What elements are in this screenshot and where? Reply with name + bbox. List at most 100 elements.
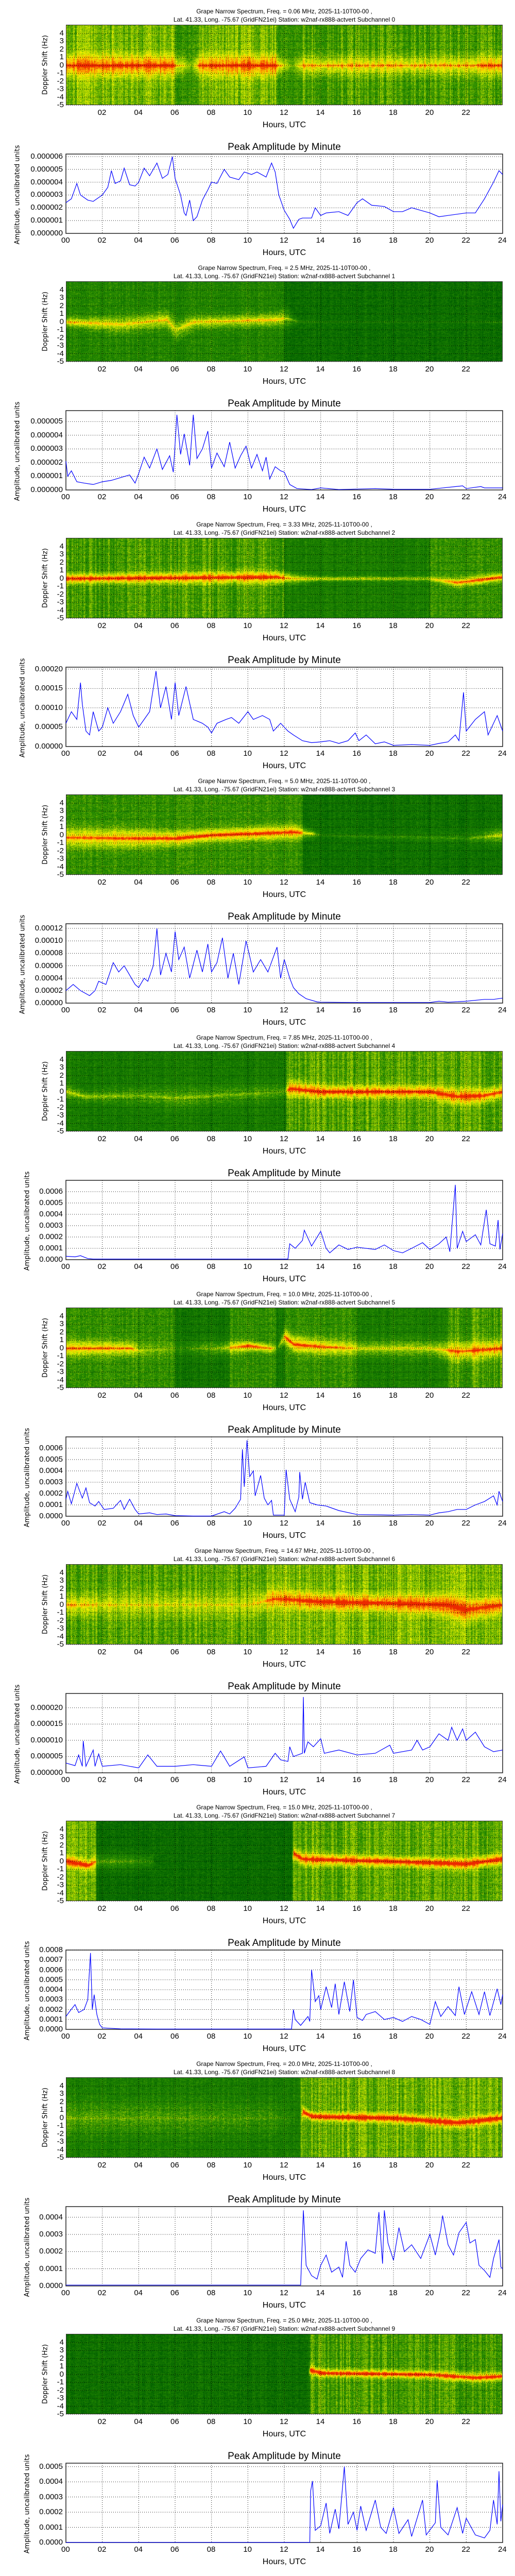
x-tick-label: 10	[243, 878, 252, 887]
y-tick-label: 4	[59, 1055, 64, 1064]
spectrogram-title-line2: Lat. 41.33, Long. -75.67 (GridFN21ei) St…	[173, 273, 396, 280]
spectrogram-title-line1: Grape Narrow Spectrum, Freq. = 20.0 MHz,…	[196, 2060, 372, 2067]
x-tick-label: 06	[170, 365, 179, 374]
x-tick-label: 16	[352, 493, 362, 501]
y-tick-label: -3	[57, 1880, 64, 1890]
spectrogram-title-line1: Grape Narrow Spectrum, Freq. = 5.0 MHz, …	[198, 777, 371, 785]
x-tick-label: 06	[170, 108, 179, 117]
line-chart-title: Peak Amplitude by Minute	[228, 142, 341, 152]
plot-pair-4: Grape Narrow Spectrum, Freq. = 7.85 MHz,…	[0, 1026, 515, 1283]
x-tick-label: 06	[170, 621, 179, 630]
x-tick-label: 04	[134, 108, 143, 117]
y-tick-label: 0.000000	[30, 485, 63, 494]
x-tick-label: 08	[207, 1134, 216, 1143]
x-axis-label: Hours, UTC	[262, 505, 306, 514]
x-tick-label: 04	[134, 2545, 143, 2554]
y-tick-label: 4	[59, 1824, 64, 1834]
y-tick-label: 4	[59, 1568, 64, 1577]
x-tick-label: 02	[97, 1006, 107, 1014]
y-tick-label: 4	[59, 541, 64, 551]
y-tick-label: -5	[57, 100, 64, 109]
y-tick-label: -4	[57, 2145, 64, 2154]
plot-pair-7: Grape Narrow Spectrum, Freq. = 15.0 MHz,…	[0, 1796, 515, 2053]
y-tick-label: 0.0006	[39, 1965, 63, 1974]
y-tick-label: 0.00020	[35, 664, 63, 673]
y-tick-label: -5	[57, 1383, 64, 1392]
x-tick-label: 04	[134, 236, 143, 245]
x-tick-label: 10	[243, 2032, 252, 2041]
line-chart-title: Peak Amplitude by Minute	[228, 2451, 341, 2462]
y-tick-label: 0	[59, 1600, 64, 1609]
x-tick-label: 22	[461, 1519, 471, 1528]
y-tick-label: 0.000005	[30, 417, 63, 426]
y-tick-label: 0.0003	[39, 2492, 63, 2501]
amplitude-series-line	[65, 156, 503, 229]
x-tick-label: 00	[61, 1775, 70, 1784]
x-tick-label: 18	[389, 236, 398, 245]
x-tick-label: 16	[352, 1775, 362, 1784]
y-tick-label: -2	[57, 333, 64, 342]
x-tick-label: 08	[207, 2161, 216, 2170]
y-tick-label: 0.0006	[39, 1444, 63, 1452]
y-tick-label: 3	[59, 2346, 64, 2355]
y-tick-label: 0.0000	[39, 1255, 63, 1264]
y-tick-label: 1	[59, 1335, 64, 1345]
x-tick-label: 00	[61, 749, 70, 758]
x-tick-label: 06	[170, 2417, 179, 2426]
x-tick-label: 12	[280, 749, 288, 758]
y-tick-label: 0.0000	[39, 2281, 63, 2290]
y-tick-label: 2	[59, 1584, 64, 1593]
y-axis-label: Amplitude, uncalibrated units	[23, 1941, 31, 2041]
x-tick-label: 00	[61, 2032, 70, 2041]
x-tick-label: 22	[461, 365, 471, 374]
x-tick-label: 16	[352, 2417, 362, 2426]
x-tick-label: 18	[389, 1134, 398, 1143]
x-tick-label: 06	[170, 1006, 179, 1014]
x-tick-label: 00	[61, 1006, 70, 1014]
amplitude-series-line	[65, 1440, 503, 1517]
x-tick-label: 10	[243, 1519, 252, 1528]
x-tick-label: 24	[498, 1006, 507, 1014]
x-tick-label: 16	[352, 1648, 362, 1656]
y-tick-label: 1	[59, 1592, 64, 1601]
x-tick-label: 22	[461, 749, 471, 758]
x-tick-label: 10	[243, 2161, 252, 2170]
x-tick-label: 10	[243, 621, 252, 630]
amplitude-series-line	[65, 1697, 503, 1769]
x-tick-label: 22	[461, 2032, 471, 2041]
spectrogram-grid	[66, 794, 503, 875]
spectrogram-image	[66, 2077, 503, 2158]
x-tick-label: 20	[425, 621, 434, 630]
x-tick-label: 00	[61, 236, 70, 245]
x-tick-label: 18	[389, 1262, 398, 1271]
x-tick-label: 18	[389, 2161, 398, 2170]
line-chart-title: Peak Amplitude by Minute	[228, 1168, 341, 1179]
x-axis-label: Hours, UTC	[262, 634, 306, 642]
line-chart	[65, 1180, 503, 1260]
x-tick-label: 00	[61, 493, 70, 501]
spectrogram-title-line2: Lat. 41.33, Long. -75.67 (GridFN21ei) St…	[173, 16, 396, 23]
x-tick-label: 02	[97, 365, 107, 374]
spectrogram-grid	[66, 1051, 503, 1132]
y-tick-label: 3	[59, 37, 64, 46]
amplitude-series-line	[65, 928, 503, 1003]
amplitude-series-line	[66, 2466, 503, 2543]
y-tick-label: -1	[57, 1095, 64, 1104]
x-tick-label: 20	[425, 2161, 434, 2170]
y-tick-label: -1	[57, 1351, 64, 1361]
x-tick-label: 10	[243, 749, 252, 758]
x-tick-label: 20	[425, 2545, 434, 2554]
y-tick-label: 0.0008	[39, 1945, 63, 1954]
x-tick-label: 12	[280, 2032, 288, 2041]
x-tick-label: 10	[243, 1775, 252, 1784]
x-axis-label: Hours, UTC	[262, 1531, 306, 1540]
spectrogram-grid	[66, 2334, 503, 2415]
x-tick-label: 04	[134, 1391, 143, 1400]
y-tick-label: 0.0002	[39, 1489, 63, 1498]
x-tick-label: 10	[243, 1391, 252, 1400]
x-tick-label: 14	[316, 1904, 325, 1913]
x-tick-label: 18	[389, 2417, 398, 2426]
x-tick-label: 20	[425, 1519, 434, 1528]
y-tick-label: -2	[57, 1616, 64, 1625]
y-tick-label: -1	[57, 1865, 64, 1874]
